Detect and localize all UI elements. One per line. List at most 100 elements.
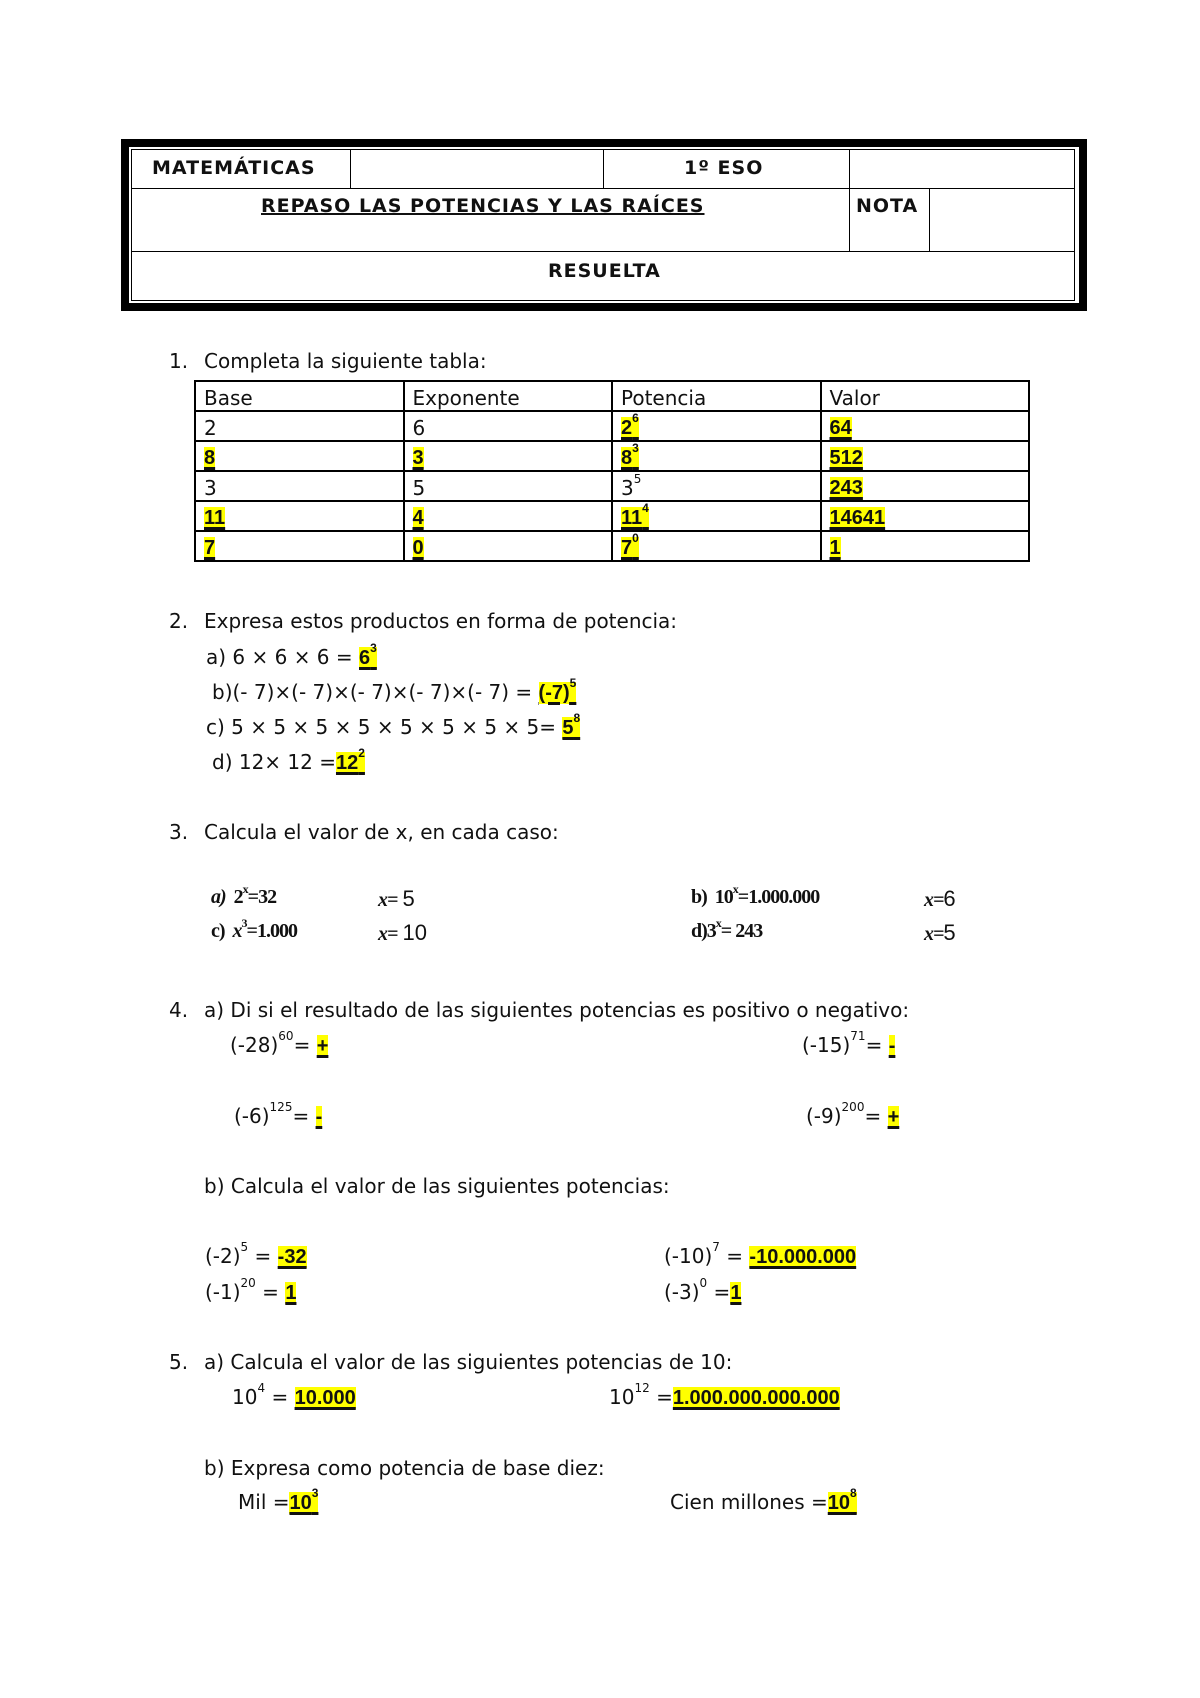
answer: 108	[827, 1486, 857, 1514]
sign-item: (-6)125= -	[234, 1100, 323, 1129]
value-answer: 243	[829, 477, 863, 499]
equals: =	[293, 1033, 317, 1057]
worksheet-title: REPASO LAS POTENCIAS Y LAS RAÍCES	[261, 195, 705, 217]
exp: 4	[257, 1381, 266, 1395]
sign-item: (-28)60= +	[230, 1029, 329, 1058]
value-item: (-2)5 = -32	[205, 1240, 307, 1269]
nota-field	[929, 188, 1075, 252]
title-cell: REPASO LAS POTENCIAS Y LAS RAÍCES	[131, 188, 850, 252]
eq-base: 3	[706, 920, 717, 942]
answer: 103	[289, 1486, 319, 1514]
s3-item-a: a) 2x=32	[211, 882, 277, 909]
x-value: 6	[943, 886, 956, 911]
table-row: 7 0 70 1	[194, 530, 1030, 562]
value-item: (-3)0 =1	[664, 1276, 742, 1305]
question: c) 5 × 5 × 5 × 5 × 5 × 5 × 5 × 5=	[206, 715, 563, 739]
equals: =	[719, 1244, 750, 1268]
s5-b-prompt: b) Expresa como potencia de base diez:	[204, 1456, 605, 1480]
sign-item: (-9)200= +	[806, 1100, 900, 1129]
exp: 125	[269, 1100, 293, 1114]
x-value: 10	[402, 920, 427, 945]
exp: 200	[841, 1100, 865, 1114]
answer: 10.000	[294, 1387, 356, 1409]
answer-exp: 5	[569, 676, 577, 690]
base-answer: 7	[204, 537, 216, 559]
base: (-10)	[664, 1244, 713, 1268]
answer: +	[887, 1106, 900, 1128]
eq-result: =1.000.000	[737, 886, 820, 908]
answer: 1	[285, 1282, 297, 1304]
s2-item-d: d) 12× 12 =122	[212, 746, 365, 775]
question: b)(- 7)×(- 7)×(- 7)×(- 7)×(- 7) =	[212, 680, 539, 704]
power-exp: 6	[632, 411, 639, 425]
answer: -32	[277, 1246, 307, 1268]
table-row: 8 3 83 512	[194, 440, 1030, 472]
x-value: 5	[402, 886, 415, 911]
base10-item: Mil =103	[238, 1486, 319, 1515]
s3-number: 3.	[169, 820, 189, 844]
answer-exp: 2	[358, 746, 365, 760]
value-item: (-10)7 = -10.000.000	[664, 1240, 857, 1269]
s3-prompt: Calcula el valor de x, en cada caso:	[204, 820, 559, 844]
subject-cell: MATEMÁTICAS	[131, 149, 351, 189]
base: 10	[609, 1385, 635, 1409]
value-item: (-1)20 = 1	[205, 1276, 297, 1305]
power-answer: 70	[621, 531, 639, 559]
label: b)	[691, 886, 708, 908]
label: d)	[691, 920, 708, 942]
power-base: 11	[621, 507, 643, 529]
eq-result: =32	[247, 886, 277, 908]
eq-result: = 243	[720, 920, 763, 942]
col-header: Base	[194, 380, 405, 412]
eq-exp: x	[732, 882, 739, 896]
x-value: 5	[943, 920, 956, 945]
equals: =	[248, 1244, 278, 1268]
s2-item-a: a) 6 × 6 × 6 = 63	[206, 641, 377, 670]
s3-item-c: c) x3=1.000	[211, 916, 298, 943]
exp: 71	[850, 1029, 866, 1043]
s3-answer-c: x= 10	[378, 920, 427, 946]
equals: =	[649, 1385, 673, 1409]
base: (-1)	[205, 1280, 241, 1304]
equals: =	[707, 1280, 731, 1304]
base10-item: Cien millones =108	[670, 1486, 857, 1515]
eq-base: 10	[714, 886, 734, 908]
answer-base: 10	[289, 1492, 312, 1514]
base: 3	[204, 476, 217, 500]
exponent: 6	[412, 416, 426, 440]
power-answer: 26	[621, 411, 639, 439]
base: 10	[232, 1385, 258, 1409]
value-answer: 64	[829, 417, 852, 439]
exponent: 5	[412, 476, 426, 500]
s2-number: 2.	[169, 609, 189, 633]
exp: 5	[240, 1240, 249, 1254]
col-header: Valor	[819, 380, 1030, 412]
s4-a-prompt: a) Di si el resultado de las siguientes …	[204, 998, 910, 1022]
power-base: 8	[621, 447, 633, 469]
answer-exp: 8	[850, 1486, 857, 1500]
eq-exp: 3	[241, 916, 248, 930]
pow10-item: 104 = 10.000	[232, 1381, 356, 1410]
exp: 0	[699, 1276, 708, 1290]
eq-result: =1.000	[246, 920, 298, 942]
answer-exp: 8	[573, 711, 581, 725]
answer: +	[316, 1035, 329, 1057]
s2-prompt: Expresa estos productos en forma de pote…	[204, 609, 678, 633]
answer: -	[888, 1035, 896, 1057]
nota-label: NOTA	[856, 195, 919, 217]
answer: 63	[359, 641, 377, 669]
power-exp: 4	[642, 501, 649, 515]
answer-exp: 3	[370, 641, 377, 655]
power-exp: 3	[632, 441, 639, 455]
exp: 60	[278, 1029, 294, 1043]
question: Cien millones =	[670, 1490, 828, 1514]
s2-item-b: b)(- 7)×(- 7)×(- 7)×(- 7)×(- 7) = (-7)5	[212, 676, 577, 705]
base: (-28)	[230, 1033, 279, 1057]
exp: 12	[634, 1381, 650, 1395]
resuelta-label: RESUELTA	[548, 260, 661, 282]
exponent-answer: 0	[412, 537, 424, 559]
pow10-item: 1012 =1.000.000.000.000	[609, 1381, 840, 1410]
power-answer: 83	[621, 441, 639, 469]
base-answer: 8	[204, 447, 216, 469]
